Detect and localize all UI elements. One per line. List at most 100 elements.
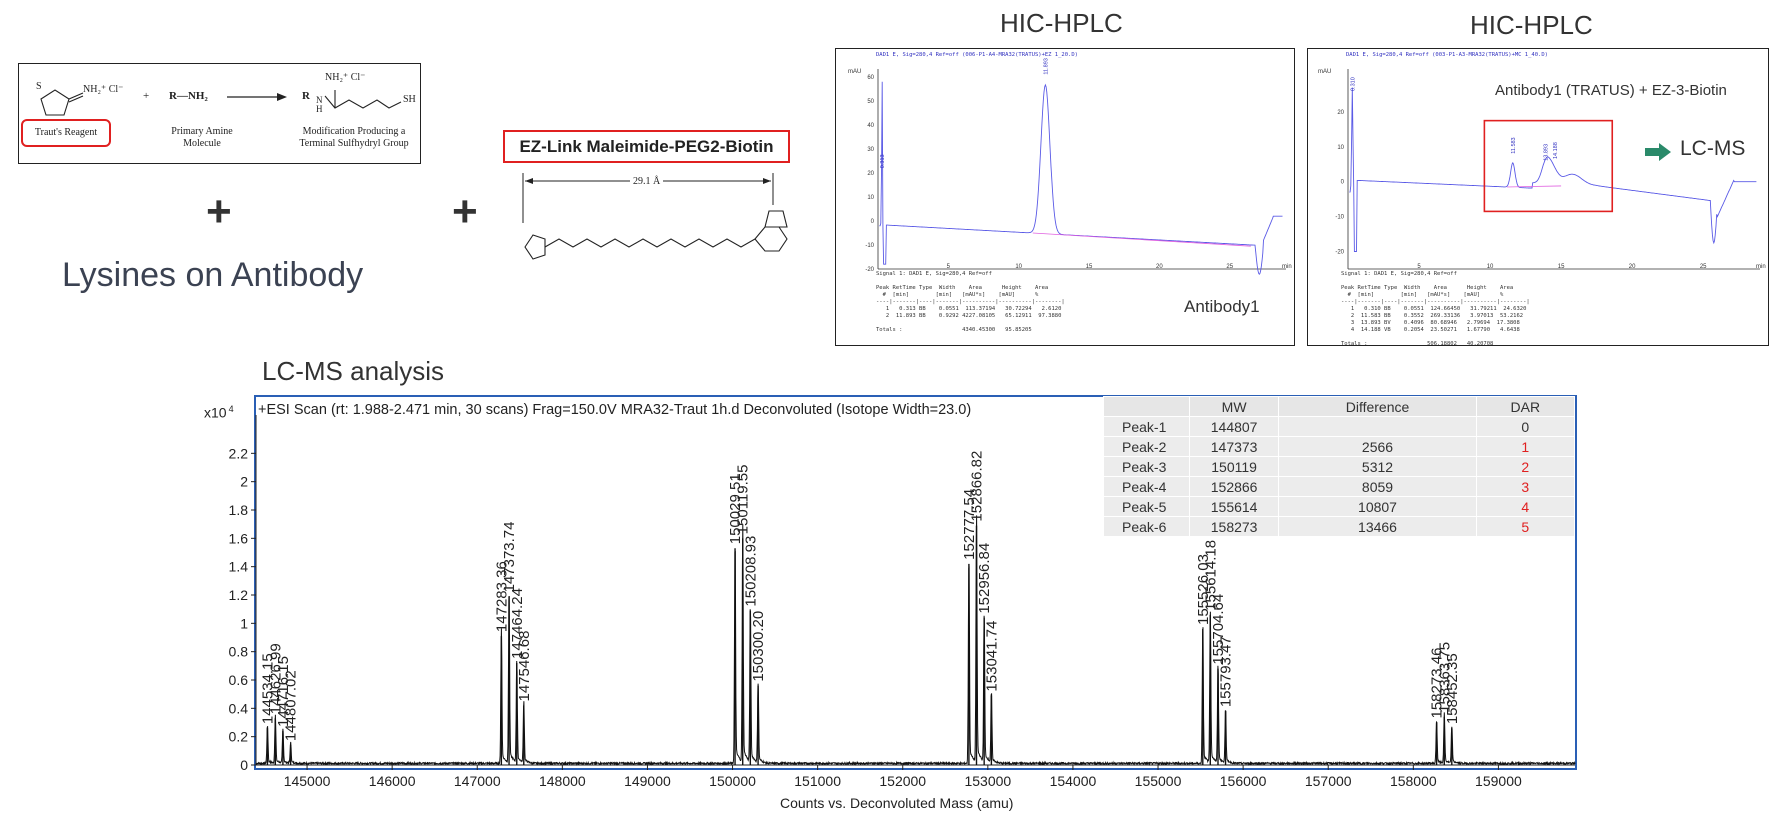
lcms-x-tick-label: 154000 <box>1050 773 1097 789</box>
lcms-peak-label: 150208.93 <box>742 536 759 607</box>
plus-sign-middle: + <box>452 187 478 236</box>
lcms-peak-label: 158363.75 <box>1436 642 1453 713</box>
lcms-x-tick-label: 158000 <box>1390 773 1437 789</box>
hic-left-y-unit: mAU <box>848 69 861 75</box>
hic-left-y-tick-label: 60 <box>867 75 874 81</box>
dar-diff: 5312 <box>1278 456 1477 477</box>
lcms-y-multiplier-exp: 4 <box>228 404 234 414</box>
reagent-sulfur: S <box>36 81 42 92</box>
lcms-arrow-label: LC-MS <box>1680 137 1746 160</box>
hic-right-x-tick-label: 25 <box>1700 264 1707 270</box>
product-formula-top: NH₂⁺ Cl⁻ <box>325 72 366 83</box>
product-label-2: Terminal Sulfhydryl Group <box>299 138 409 149</box>
hic-left-label: Antibody1 <box>1184 297 1260 316</box>
hic-left-y-tick-label: 20 <box>867 171 874 177</box>
hic-right-x-unit: min <box>1756 264 1766 270</box>
dar-value: 1 <box>1475 436 1576 457</box>
lcms-peak-label: 147546.68 <box>516 631 533 702</box>
hic-right-annotation: Antibody1 (TRATUS) + EZ-3-Biotin <box>1495 82 1727 99</box>
hic-left-x-tick-label: 5 <box>947 264 951 270</box>
ezlink-length: 29.1 Å <box>630 176 664 187</box>
hic-left-x-unit: min <box>1282 264 1292 270</box>
lcms-y-tick-label: 1.6 <box>229 530 249 546</box>
hic-left-peak-label: 11.893 <box>1043 58 1049 74</box>
lcms-scan-title: +ESI Scan (rt: 1.988-2.471 min, 30 scans… <box>258 402 972 418</box>
lcms-peak-label: 155793.47 <box>1218 636 1235 707</box>
lcms-peak-label: 152777.54 <box>961 489 978 560</box>
product-r: R <box>302 90 310 102</box>
hic-left-y-tick-label: 30 <box>867 147 874 153</box>
lcms-x-tick-label: 147000 <box>454 773 501 789</box>
hic-right-y-tick-label: 20 <box>1337 110 1344 116</box>
dar-header-mw: MW <box>1188 396 1280 417</box>
lcms-peak-label: 147373.74 <box>501 522 518 593</box>
lcms-peak-label: 150300.20 <box>750 611 767 682</box>
dar-value: 2 <box>1475 456 1576 477</box>
dar-row: Peak-5 155614 10807 4 <box>1103 496 1576 517</box>
dar-mw: 150119 <box>1188 456 1280 477</box>
lcms-peak-label: 144534.15 <box>259 653 276 724</box>
lcms-y-tick-label: 0.2 <box>229 729 249 745</box>
dar-row: Peak-6 158273 13466 5 <box>1103 516 1576 537</box>
plus-sign-left: + <box>206 187 232 236</box>
lcms-peak-label: 150029.51 <box>727 473 744 544</box>
lcms-y-tick-label: 0.6 <box>229 672 249 688</box>
lcms-x-tick-label: 148000 <box>539 773 586 789</box>
product-sh: SH <box>403 94 416 105</box>
dar-value: 5 <box>1475 516 1576 537</box>
dar-value: 0 <box>1475 416 1576 437</box>
hic-right-baseline <box>1507 185 1562 188</box>
dar-row: Peak-2 147373 2566 1 <box>1103 436 1576 457</box>
hic-left-panel: DAD1 E, Sig=280,4 Ref=off (006-P1-A4-MRA… <box>835 48 1295 346</box>
hic-right-trace <box>1349 87 1757 252</box>
lcms-section-title: LC-MS analysis <box>262 356 445 386</box>
lcms-peak-label: 152866.82 <box>968 451 985 522</box>
dar-table-header: MW Difference DAR <box>1103 396 1576 417</box>
lcms-x-tick-label: 159000 <box>1475 773 1522 789</box>
amine-formula: R—NH₂ <box>169 90 208 102</box>
dar-peak: Peak-3 <box>1103 456 1190 477</box>
hic-left-x-tick-label: 10 <box>1015 264 1022 270</box>
imine-bond <box>68 92 84 100</box>
hic-right-peak-label: 11.583 <box>1511 137 1517 153</box>
hic-left-baseline <box>1032 232 1251 247</box>
lcms-x-tick-label: 146000 <box>369 773 416 789</box>
lcms-x-tick-label: 150000 <box>709 773 756 789</box>
reaction-drawing <box>40 89 402 116</box>
lcms-y-tick-label: 2.2 <box>229 445 249 461</box>
lcms-x-label: Counts vs. Deconvoluted Mass (amu) <box>780 795 1014 811</box>
lcms-y-tick-label: 1.4 <box>229 559 249 575</box>
hic-right-x-tick-label: 5 <box>1417 264 1421 270</box>
hic-left-table: Signal 1: DAD1 E, Sig=280,4 Ref=off Peak… <box>876 271 1065 333</box>
reagent-formula: NH₂⁺ Cl⁻ <box>83 84 124 95</box>
hic-left-x-tick-label: 25 <box>1226 264 1233 270</box>
hic-right-y-unit: mAU <box>1318 69 1331 75</box>
hic-right-peak-label: 14.188 <box>1553 142 1559 159</box>
hic-right-header: DAD1 E, Sig=280,4 Ref=off (003-P1-A3-MRA… <box>1346 52 1548 58</box>
lysines-label: Lysines on Antibody <box>62 256 364 294</box>
lcms-peak-label: 147283.36 <box>493 561 510 632</box>
dar-mw: 144807 <box>1188 416 1280 437</box>
lcms-frame <box>254 395 1577 770</box>
traut-reagent-label: Traut's Reagent <box>21 119 111 147</box>
lcms-y-tick-label: 1.8 <box>229 502 249 518</box>
hic-right-panel: DAD1 E, Sig=280,4 Ref=off (003-P1-A3-MRA… <box>1307 48 1769 347</box>
dar-value: 3 <box>1475 476 1576 497</box>
hic-left-plot: mAU 60 50 40 30 20 10 0 -10 -20 5 10 15 20 25 min 0.313 1… <box>848 58 1292 275</box>
lcms-y-tick-label: 1 <box>240 615 248 631</box>
lcms-x-tick-label: 149000 <box>624 773 671 789</box>
dar-header-peak <box>1103 396 1190 417</box>
hic-right-y-tick-label: 10 <box>1337 145 1344 151</box>
lcms-y-multiplier-base: x10 <box>204 404 227 421</box>
reaction-scheme: S NH₂⁺ Cl⁻ + R—NH₂ NH₂⁺ Cl⁻ R N H SH Tra… <box>18 63 421 164</box>
lcms-peak-label: 155526.03 <box>1195 554 1212 625</box>
lcms-peak-label: 144716.15 <box>275 656 292 727</box>
lcms-spectrum-trace <box>255 515 1576 767</box>
lcms-peak-label: 158452.35 <box>1444 653 1461 724</box>
lcms-x-tick-label: 151000 <box>794 773 841 789</box>
dar-header-dar: DAR <box>1475 396 1576 417</box>
lcms-y-tick-label: 0 <box>240 757 248 773</box>
arrow-right-icon <box>1645 143 1671 161</box>
dar-mw: 158273 <box>1188 516 1280 537</box>
